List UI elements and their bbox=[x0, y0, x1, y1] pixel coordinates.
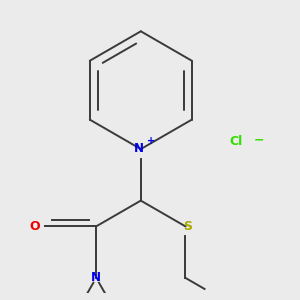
Text: N: N bbox=[91, 272, 101, 284]
Text: N: N bbox=[134, 142, 144, 155]
Text: O: O bbox=[29, 220, 40, 233]
Text: S: S bbox=[183, 220, 192, 233]
Text: −: − bbox=[253, 134, 264, 146]
Text: +: + bbox=[147, 136, 155, 146]
Text: Cl: Cl bbox=[230, 135, 243, 148]
